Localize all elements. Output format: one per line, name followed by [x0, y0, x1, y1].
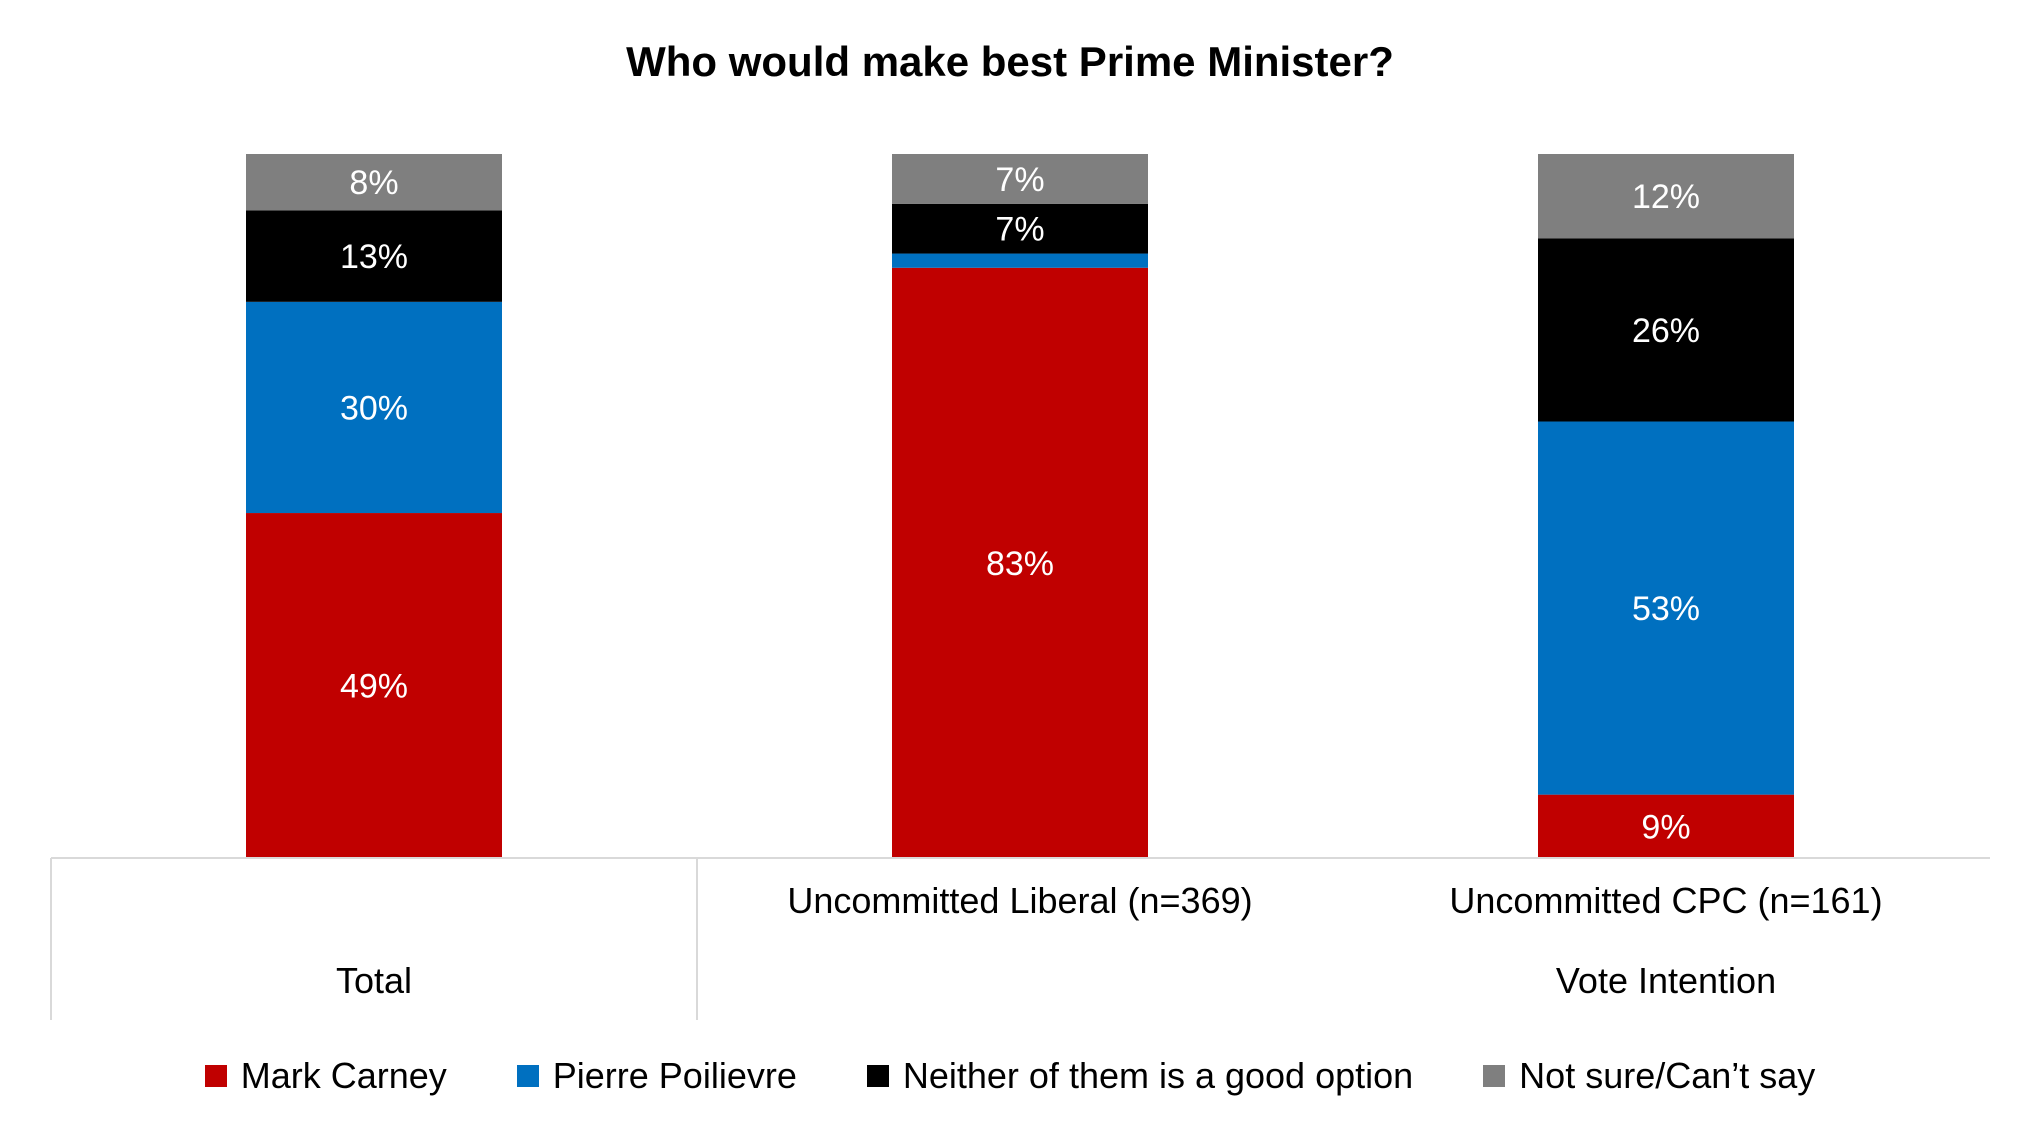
axis-layer: Total Uncommitted Liberal (n=369) Uncommit…: [50, 857, 1990, 1020]
bar-segment: [246, 210, 502, 302]
data-label: 9%: [1641, 808, 1690, 846]
bar-segment: [1538, 154, 1794, 239]
data-label: 13%: [340, 238, 408, 276]
legend-label: Mark Carney: [240, 1055, 447, 1096]
bar-segment: [246, 513, 502, 858]
data-label: 12%: [1632, 178, 1700, 216]
legend-swatch: [204, 1065, 227, 1087]
data-label: 8%: [349, 164, 398, 202]
legend-item: Not sure/Can’t say: [1483, 1055, 1815, 1097]
legend-item: Mark Carney: [204, 1055, 447, 1097]
legend-swatch: [1483, 1065, 1506, 1087]
legend-item: Neither of them is a good option: [866, 1055, 1414, 1097]
legend-label: Neither of them is a good option: [902, 1055, 1414, 1096]
bar-segment: [892, 253, 1148, 268]
legend-swatch: [516, 1065, 539, 1087]
legend-label: Not sure/Can’t say: [1519, 1055, 1816, 1096]
data-label: 53%: [1632, 590, 1700, 628]
chart-title: Who would make best Prime Minister?: [626, 38, 1394, 85]
data-label: 49%: [340, 668, 408, 706]
category-label: Uncommitted Liberal (n=369): [787, 880, 1252, 921]
bar-segment: [246, 154, 502, 211]
bar-segment: [1538, 421, 1794, 795]
category-label: Total: [336, 960, 412, 1001]
bar-segment: [892, 267, 1148, 858]
bar-segment: [246, 301, 502, 514]
bar-segment: [892, 203, 1148, 254]
bar-segment: [1538, 794, 1794, 858]
data-label: 7%: [995, 161, 1044, 199]
bar-segment: [1538, 238, 1794, 422]
category-label: Uncommitted CPC (n=161): [1449, 880, 1882, 921]
legend-item: Pierre Poilievre: [516, 1055, 797, 1097]
legend-label: Pierre Poilievre: [552, 1055, 797, 1096]
bar-segment: [892, 154, 1148, 204]
data-label: 30%: [340, 389, 408, 427]
legend-swatch: [866, 1065, 889, 1087]
legend: Mark Carney Pierre Poilievre Neither of th…: [0, 1055, 2020, 1097]
category-group-label: Vote Intention: [1556, 960, 1776, 1001]
bars-layer: 49% 30% 13% 8% 83% 7% 7% 9% 53% 26% 12%: [246, 154, 1794, 858]
data-label: 26%: [1632, 312, 1700, 350]
data-label: 83%: [986, 545, 1054, 583]
data-label: 7%: [995, 211, 1044, 249]
